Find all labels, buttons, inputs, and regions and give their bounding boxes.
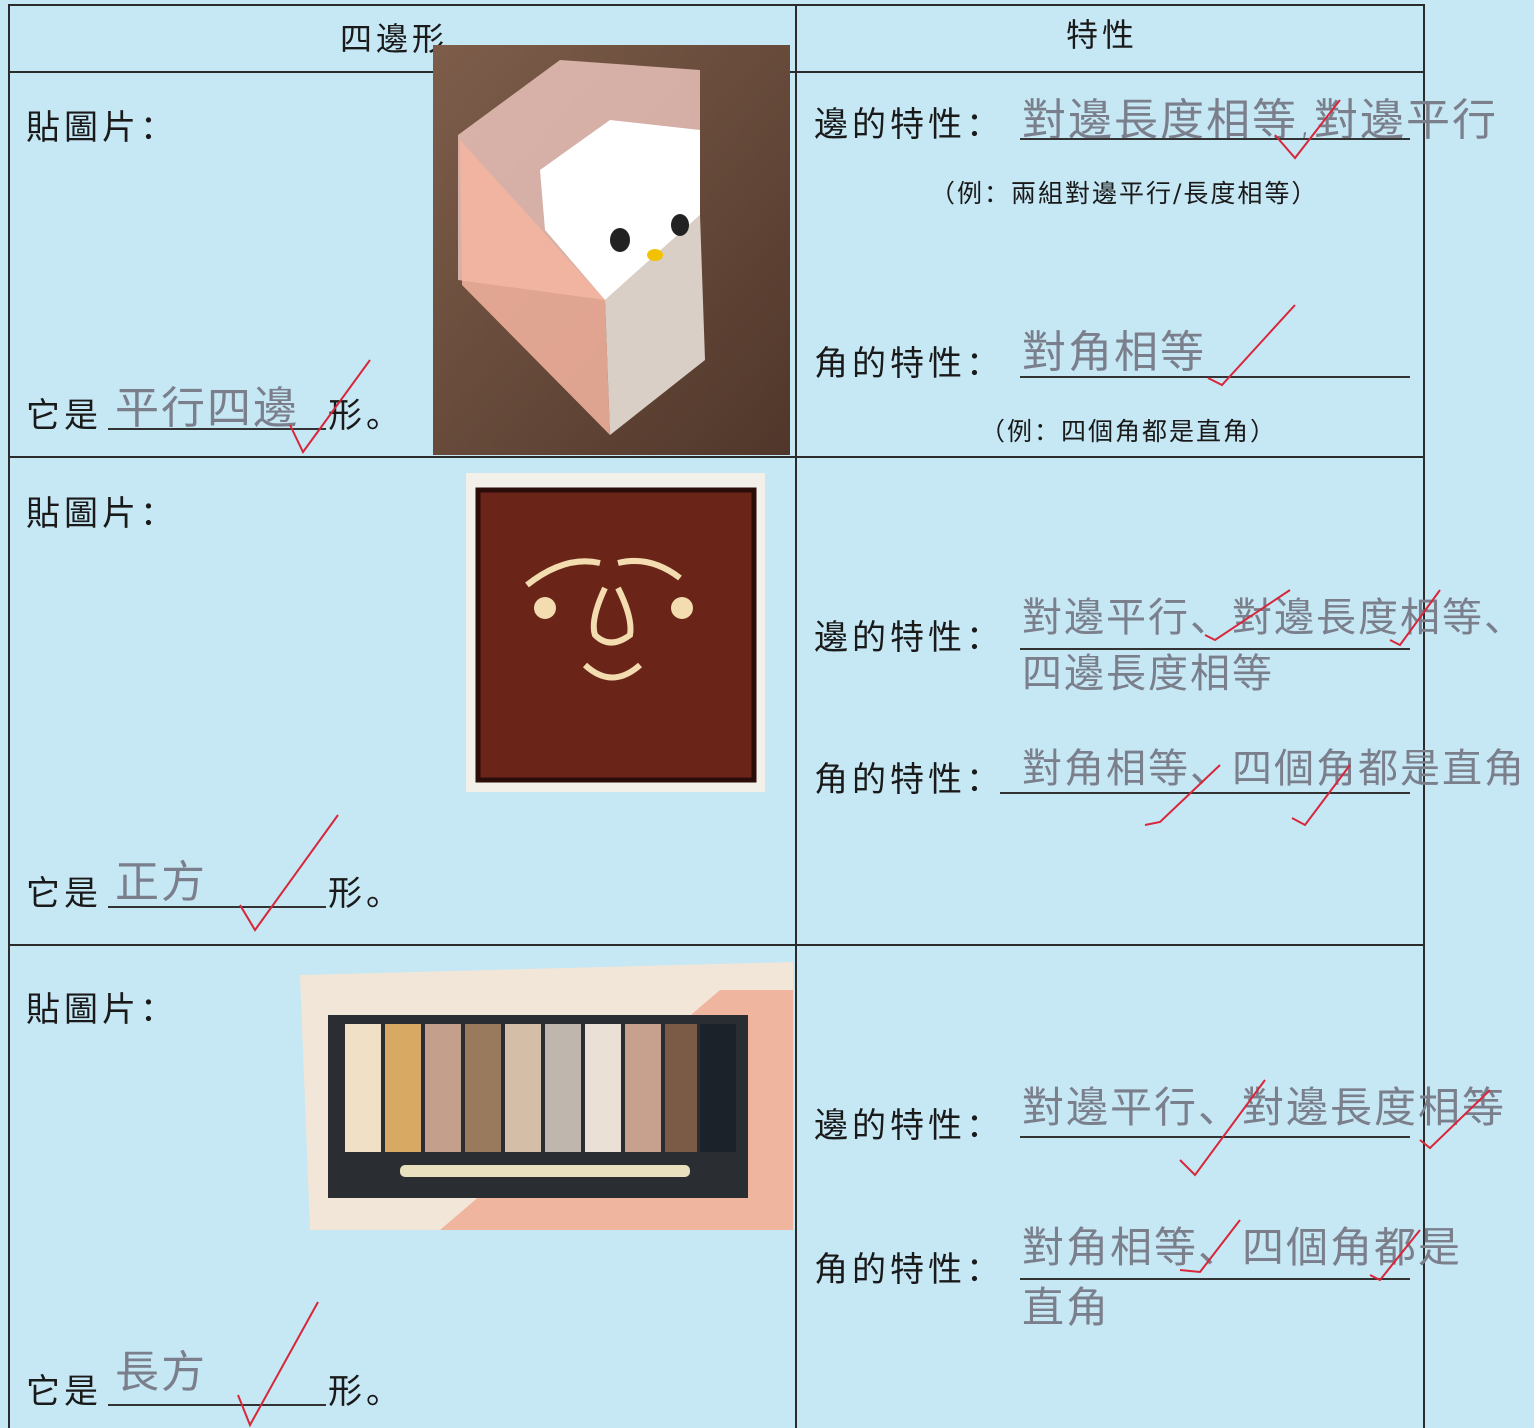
sides-label: 邊的特性： — [814, 1106, 1004, 1146]
border — [795, 4, 797, 1428]
answer-suffix: 形。 — [328, 874, 404, 914]
hint: （例：兩組對邊平行/長度相等） — [930, 179, 1319, 208]
underline — [108, 906, 326, 908]
border — [8, 4, 10, 1428]
handwritten-sides: 對邊長度相等,對邊平行 — [1022, 95, 1498, 146]
paste-label: 貼圖片： — [26, 108, 178, 148]
sides-label: 邊的特性： — [814, 105, 1004, 145]
border — [8, 4, 1424, 6]
handwritten-angles: 對角相等、四個角都是直角 — [1022, 746, 1526, 792]
handwritten-answer: 長方 — [115, 1347, 207, 1398]
handwritten-sides: 對邊平行、對邊長度相等 — [1022, 1083, 1507, 1132]
header-cell: 特性 — [1066, 16, 1139, 54]
answer-suffix: 形。 — [328, 1372, 404, 1412]
paste-label: 貼圖片： — [26, 990, 178, 1030]
handwritten-answer: 正方 — [115, 857, 207, 908]
answer-prefix: 它是 — [26, 874, 102, 914]
hint: （例：四個角都是直角） — [980, 417, 1278, 446]
header-cell: 四邊形 — [340, 20, 449, 58]
handwritten-sides: 對邊平行、對邊長度相等、四邊長度相等 — [1022, 595, 1526, 697]
underline — [108, 1404, 326, 1406]
answer-prefix: 它是 — [26, 1372, 102, 1412]
underline — [1000, 792, 1410, 794]
paste-label: 貼圖片： — [26, 494, 178, 534]
answer-prefix: 它是 — [26, 396, 102, 436]
border — [8, 944, 1424, 946]
handwritten-answer: 平行四邊 — [115, 383, 299, 434]
border — [1423, 4, 1425, 1428]
underline — [1020, 648, 1410, 650]
angles-label: 角的特性： — [814, 1250, 1004, 1290]
underline — [1020, 1136, 1410, 1138]
angles-label: 角的特性： — [814, 760, 1004, 800]
underline — [1020, 1278, 1410, 1280]
handwritten-angles: 對角相等 — [1022, 327, 1206, 378]
underline — [1020, 376, 1410, 378]
underline — [108, 428, 326, 430]
answer-suffix: 形。 — [328, 396, 404, 436]
angles-label: 角的特性： — [814, 344, 1004, 384]
sides-label: 邊的特性： — [814, 618, 1004, 658]
border — [8, 456, 1424, 458]
underline — [1020, 138, 1410, 140]
